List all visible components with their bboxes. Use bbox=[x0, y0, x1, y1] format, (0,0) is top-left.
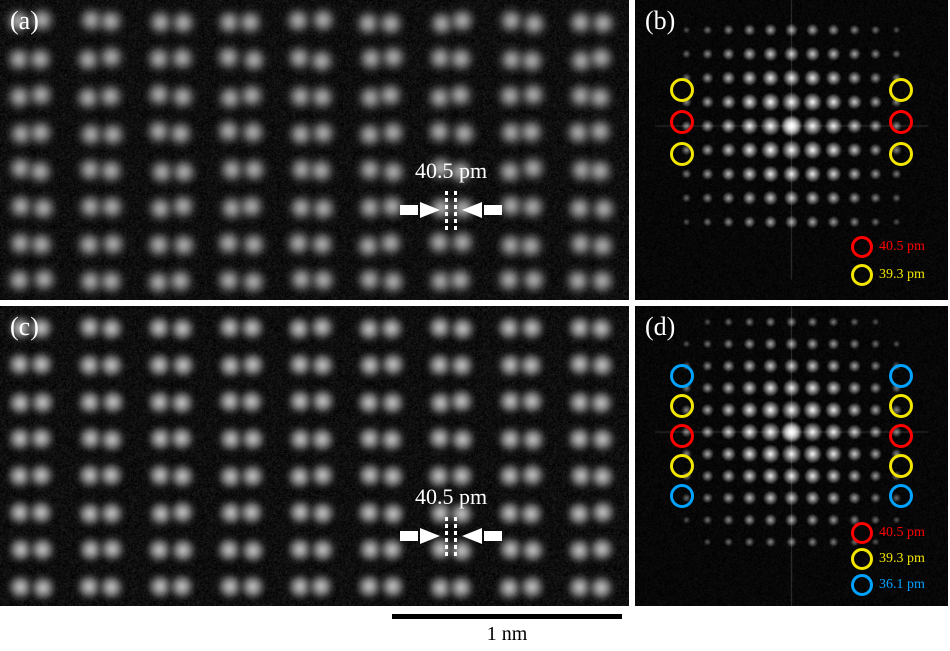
fft-marker-circle bbox=[889, 364, 913, 388]
scale-bar-line bbox=[392, 614, 622, 619]
fft-legend-circle bbox=[851, 574, 873, 596]
fft-marker-circle bbox=[889, 454, 913, 478]
fft-marker-circle bbox=[670, 484, 694, 508]
panel-d: (d) 40.5 pm 39.3 pm 36.1 pm bbox=[635, 306, 948, 606]
figure: (a) 40.5 pm (b) 40.5 pm 39.3 pm (c) 40.5 … bbox=[0, 0, 950, 651]
fft-marker-circle bbox=[889, 424, 913, 448]
fft-marker-circle bbox=[670, 424, 694, 448]
fft-marker-circle bbox=[889, 78, 913, 102]
scale-bar-label: 1 nm bbox=[392, 623, 622, 646]
panel-b: (b) 40.5 pm 39.3 pm bbox=[635, 0, 948, 300]
fft-legend-circle bbox=[851, 236, 873, 258]
fft-legend-row: 39.3 pm bbox=[851, 264, 925, 286]
panel-a: (a) 40.5 pm bbox=[0, 0, 629, 300]
fft-legend-circle bbox=[851, 522, 873, 544]
fft-legend-row: 40.5 pm bbox=[851, 236, 925, 258]
fft-marker-circle bbox=[889, 484, 913, 508]
fft-marker-circle bbox=[889, 394, 913, 418]
panel-a-image bbox=[0, 0, 629, 300]
panel-c-label: (c) bbox=[10, 312, 39, 342]
panel-c: (c) 40.5 pm bbox=[0, 306, 629, 606]
panel-d-label: (d) bbox=[645, 312, 675, 342]
fft-marker-circle bbox=[889, 142, 913, 166]
panel-b-label: (b) bbox=[645, 6, 675, 36]
fft-legend-text: 40.5 pm bbox=[879, 525, 925, 541]
fft-marker-circle bbox=[670, 364, 694, 388]
fft-legend-text: 39.3 pm bbox=[879, 267, 925, 283]
fft-marker-circle bbox=[889, 110, 913, 134]
fft-marker-circle bbox=[670, 110, 694, 134]
fft-legend-circle bbox=[851, 548, 873, 570]
fft-legend-text: 39.3 pm bbox=[879, 551, 925, 567]
fft-legend-row: 39.3 pm bbox=[851, 548, 925, 570]
panel-c-image bbox=[0, 306, 629, 606]
fft-marker-circle bbox=[670, 454, 694, 478]
fft-marker-circle bbox=[670, 78, 694, 102]
fft-legend-circle bbox=[851, 264, 873, 286]
fft-legend-text: 40.5 pm bbox=[879, 239, 925, 255]
fft-legend-text: 36.1 pm bbox=[879, 577, 925, 593]
fft-marker-circle bbox=[670, 394, 694, 418]
panel-a-label: (a) bbox=[10, 6, 39, 36]
fft-legend-row: 36.1 pm bbox=[851, 574, 925, 596]
fft-marker-circle bbox=[670, 142, 694, 166]
fft-legend-row: 40.5 pm bbox=[851, 522, 925, 544]
scale-bar: 1 nm bbox=[392, 614, 622, 646]
